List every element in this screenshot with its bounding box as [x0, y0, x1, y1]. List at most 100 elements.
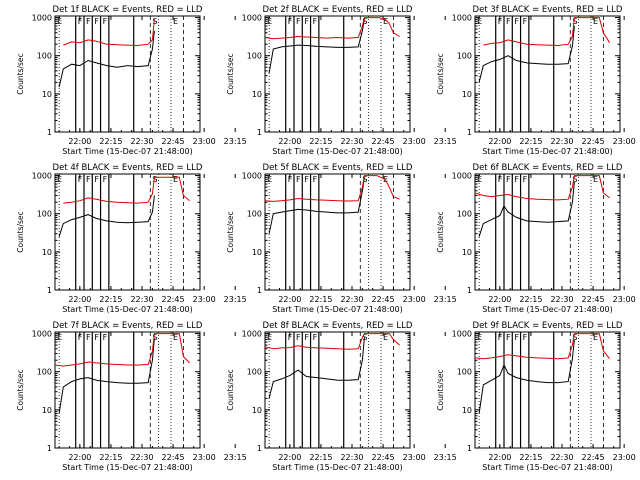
flag-letter: E — [267, 333, 272, 342]
events-series-line — [58, 195, 155, 237]
flag-letter: F — [514, 175, 519, 184]
y-tick-label: 100 — [247, 210, 262, 219]
y-tick-label: 1000 — [32, 14, 52, 23]
y-tick-label: 1 — [467, 286, 472, 295]
panel-title: Det 6f BLACK = Events, RED = LLD — [473, 163, 623, 173]
lld-series-line — [264, 17, 400, 40]
y-tick-label: 10 — [462, 248, 472, 257]
x-tick-label: 23:15 — [434, 137, 457, 146]
y-tick-label: 1000 — [242, 172, 262, 181]
y-tick-label: 1000 — [452, 14, 472, 23]
y-tick-label: 1 — [257, 128, 262, 137]
x-tick-label: 23:00 — [193, 453, 216, 462]
lld-series-line — [474, 333, 610, 360]
flag-letter: F — [103, 17, 108, 26]
x-tick-label: 22:15 — [309, 453, 332, 462]
plot-frame — [474, 15, 621, 133]
flag-letter: F — [304, 333, 309, 342]
flag-letter: F — [304, 175, 309, 184]
x-tick-label: 22:00 — [488, 453, 511, 462]
events-series-line — [478, 181, 575, 237]
flag-letter: S — [362, 175, 367, 184]
lld-series-line — [63, 19, 155, 47]
x-tick-label: 22:30 — [130, 137, 153, 146]
flag-letter: F — [78, 333, 83, 342]
flag-letter: F — [78, 175, 83, 184]
events-series-line — [478, 25, 575, 83]
y-tick-label: 10 — [42, 406, 52, 415]
plot-frame — [54, 331, 201, 449]
y-axis-label: Counts/sec — [436, 53, 445, 94]
y-tick-label: 10 — [252, 90, 262, 99]
y-tick-label: 100 — [247, 52, 262, 61]
flag-letter: F — [94, 17, 99, 26]
x-tick-label: 23:15 — [224, 295, 247, 304]
flag-letter: F — [523, 17, 528, 26]
flag-letter: F — [288, 175, 293, 184]
flag-letter: F — [514, 17, 519, 26]
detector-panel-4: Det 4f BLACK = Events, RED = LLD 1 10 100 10… — [16, 163, 247, 314]
plot-frame — [474, 331, 621, 449]
y-tick-label: 1 — [257, 286, 262, 295]
flag-letter: S — [572, 333, 577, 342]
y-tick-label: 100 — [457, 52, 472, 61]
panel-title: Det 1f BLACK = Events, RED = LLD — [53, 5, 203, 15]
x-axis-label: Start Time (15-Dec-07 21:48:00) — [272, 463, 403, 472]
x-tick-label: 22:15 — [309, 295, 332, 304]
flag-letter: E — [173, 333, 178, 342]
y-tick-label: 1000 — [242, 330, 262, 339]
x-axis-label: Start Time (15-Dec-07 21:48:00) — [482, 305, 613, 314]
flag-letter: S — [152, 17, 157, 26]
flag-letter: F — [523, 175, 528, 184]
flag-letter: F — [506, 175, 511, 184]
plot-frame — [474, 173, 621, 291]
lld-series-line — [264, 333, 400, 350]
x-tick-label: 22:45 — [162, 137, 185, 146]
x-tick-label: 23:00 — [613, 453, 636, 462]
lld-series-line — [54, 333, 190, 367]
y-tick-label: 1000 — [242, 14, 262, 23]
x-tick-label: 23:15 — [434, 453, 457, 462]
flag-letter: F — [313, 17, 318, 26]
plot-frame — [54, 15, 201, 133]
flag-letter: S — [362, 17, 367, 26]
detector-panel-9: Det 9f BLACK = Events, RED = LLD 1 10 100 10… — [436, 321, 636, 472]
x-axis-label: Start Time (15-Dec-07 21:48:00) — [62, 463, 193, 472]
panel-title: Det 8f BLACK = Events, RED = LLD — [263, 321, 413, 331]
x-tick-label: 22:45 — [162, 295, 185, 304]
x-axis-label: Start Time (15-Dec-07 21:48:00) — [62, 305, 193, 314]
flag-letter: F — [313, 175, 318, 184]
y-tick-label: 1000 — [32, 330, 52, 339]
y-tick-label: 1000 — [452, 172, 472, 181]
y-tick-label: 100 — [37, 52, 52, 61]
panel-title: Det 4f BLACK = Events, RED = LLD — [53, 163, 203, 173]
flag-letter: S — [572, 17, 577, 26]
x-tick-label: 22:45 — [582, 295, 605, 304]
x-axis-label: Start Time (15-Dec-07 21:48:00) — [272, 147, 403, 156]
x-tick-label: 22:15 — [99, 295, 122, 304]
y-axis-label: Counts/sec — [16, 211, 25, 252]
flag-letter: F — [94, 333, 99, 342]
flag-letter: E — [477, 175, 482, 184]
x-tick-label: 22:15 — [99, 453, 122, 462]
lld-series-line — [483, 17, 611, 47]
detector-panel-8: Det 8f BLACK = Events, RED = LLD 1 10 100 10… — [226, 321, 457, 472]
panel-title: Det 7f BLACK = Events, RED = LLD — [53, 321, 203, 331]
x-tick-label: 22:30 — [550, 295, 573, 304]
flag-letter: S — [152, 175, 157, 184]
x-tick-label: 22:15 — [519, 137, 542, 146]
y-tick-label: 1000 — [452, 330, 472, 339]
x-tick-label: 22:30 — [130, 295, 153, 304]
x-tick-label: 22:45 — [582, 453, 605, 462]
flag-letter: F — [506, 333, 511, 342]
plot-frame — [264, 173, 411, 291]
events-series-line — [58, 338, 155, 414]
flag-letter: F — [296, 17, 301, 26]
x-axis-label: Start Time (15-Dec-07 21:48:00) — [482, 147, 613, 156]
y-axis-label: Counts/sec — [226, 211, 235, 252]
plot-frame — [264, 331, 411, 449]
lld-series-line — [264, 175, 400, 202]
x-tick-label: 22:45 — [372, 453, 395, 462]
flag-letter: F — [103, 175, 108, 184]
